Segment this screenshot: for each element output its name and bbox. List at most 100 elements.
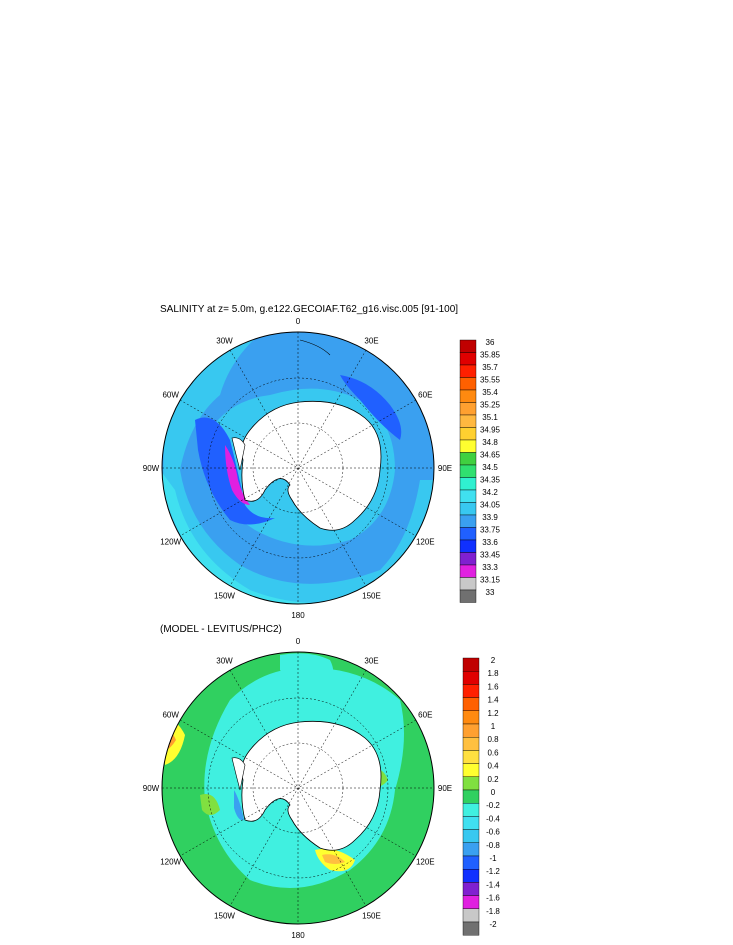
antarctica-landmass (241, 401, 382, 531)
bottom-colorbar-label-8: 0.4 (487, 762, 499, 771)
top-colorbar-swatch-1 (459, 352, 477, 366)
bottom-colorbar-label-0: 2 (491, 656, 496, 665)
bottom-colorbar-label-16: -1.2 (486, 867, 500, 876)
bottom-colorbar-swatch-15 (462, 855, 480, 870)
bottom-colorbar-label-10: 0 (491, 788, 496, 797)
top-colorbar-swatch-12 (459, 489, 477, 503)
bottom-colorbar-label-13: -0.6 (486, 828, 500, 837)
bottom-longitude-labels: 0 30E 60E 90E 120E 150E 180 150W 120W 90W 60W 30W (143, 637, 452, 940)
anomaly-patch-north (280, 653, 334, 690)
top-colorbar-swatch-16 (459, 539, 477, 553)
bottom-colorbar-label-3: 1.4 (487, 696, 499, 705)
top-colorbar-label-14: 33.9 (482, 513, 498, 522)
top-lon-label-1: 30E (364, 337, 378, 346)
top-lon-label-6: 180 (291, 611, 305, 620)
bottom-colorbar-swatch-6 (462, 737, 480, 751)
top-colorbar-swatch-14 (459, 514, 477, 528)
bottom-colorbar-label-12: -0.4 (486, 814, 500, 823)
top-colorbar-swatch-7 (459, 427, 477, 441)
bottom-colorbar-label-14: -0.8 (486, 841, 500, 850)
top-colorbar-swatch-13 (459, 502, 477, 516)
top-colorbar-label-12: 34.2 (482, 488, 498, 497)
antarctica-landmass-2 (241, 721, 382, 851)
bottom-lon-label-9: 90W (143, 784, 160, 793)
bottom-colorbar-swatch-4 (462, 710, 480, 725)
bottom-map-border (161, 651, 435, 925)
bottom-colorbar-swatch-14 (462, 842, 480, 857)
top-graticule (162, 332, 434, 604)
bottom-graticule (162, 652, 434, 924)
bottom-colorbar-label-11: -0.2 (486, 801, 500, 810)
top-colorbar-label-0: 36 (486, 338, 495, 347)
top-colorbar-swatch-11 (459, 477, 477, 491)
top-colorbar-swatch-8 (459, 439, 477, 453)
bottom-colorbar-swatch-9 (462, 776, 480, 791)
bottom-colorbar-swatch-18 (462, 895, 480, 909)
top-colorbar-label-6: 35.1 (482, 413, 498, 422)
top-colorbar-swatch-4 (459, 389, 477, 403)
top-colorbar-swatch-2 (459, 364, 477, 378)
top-colorbar-label-16: 33.6 (482, 538, 498, 547)
bottom-colorbar-label-1: 1.8 (487, 669, 499, 678)
top-colorbar-swatch-19 (459, 577, 477, 591)
top-colorbar-label-7: 34.95 (480, 425, 501, 434)
top-longitude-labels: 0 30E 60E 90E 120E 150E 180 150W 120W 90W 60W 30W (143, 317, 452, 620)
bottom-colorbar-swatch-11 (462, 803, 480, 817)
bottom-lon-label-3: 90E (438, 784, 452, 793)
top-lon-label-7: 150W (214, 591, 235, 600)
top-colorbar-label-10: 34.5 (482, 463, 498, 472)
bottom-lon-label-6: 180 (291, 931, 305, 940)
bottom-colorbar-swatch-5 (462, 723, 480, 738)
bottom-colorbar-label-9: 0.2 (487, 775, 499, 784)
bottom-colorbar-swatch-19 (462, 908, 480, 923)
top-colorbar-label-3: 35.55 (480, 375, 501, 384)
top-lon-label-9: 90W (143, 464, 160, 473)
antarctic-peninsula-2 (231, 757, 246, 791)
top-colorbar-label-4: 35.4 (482, 388, 498, 397)
top-lon-label-0: 0 (296, 317, 301, 326)
top-lon-label-10: 60W (162, 391, 179, 400)
anomaly-patch-peninsula (234, 790, 244, 821)
top-lon-label-11: 30W (216, 337, 233, 346)
top-colorbar-swatch-20 (459, 589, 477, 603)
bottom-colorbar-label-7: 0.6 (487, 748, 499, 757)
top-colorbar-label-11: 34.35 (480, 475, 501, 484)
top-lon-label-3: 90E (438, 464, 452, 473)
top-colorbar-label-20: 33 (486, 588, 495, 597)
bottom-colorbar-label-20: -2 (489, 920, 497, 929)
bottom-colorbar-swatch-20 (462, 921, 480, 936)
top-colorbar-label-15: 33.75 (480, 525, 501, 534)
top-colorbar-swatch-15 (459, 527, 477, 541)
bottom-colorbar-swatch-8 (462, 763, 480, 777)
top-polar-map (161, 331, 435, 605)
bottom-colorbar-label-19: -1.8 (486, 907, 500, 916)
bottom-colorbar-swatch-12 (462, 816, 480, 830)
bottom-lon-label-2: 60E (418, 711, 432, 720)
top-lon-label-4: 120E (416, 538, 435, 547)
bottom-map-title: (MODEL - LEVITUS/PHC2) (160, 624, 282, 635)
top-map-title: SALINITY at z= 5.0m, g.e122.GECOIAF.T62_… (160, 304, 459, 315)
salinity-low-patch-60e (340, 375, 402, 440)
top-colorbar-swatch-3 (459, 377, 477, 391)
bottom-colorbar-label-17: -1.4 (486, 880, 500, 889)
top-colorbar-label-19: 33.15 (480, 575, 501, 584)
bottom-lon-label-1: 30E (364, 657, 378, 666)
bottom-colorbar: 2 1.8 1.6 1.4 1.2 1 0.8 0.6 0.4 0.2 0 -0.2 -0.4 -0.6 -… (462, 656, 500, 936)
bottom-lon-label-0: 0 (296, 637, 301, 646)
top-colorbar-label-9: 34.65 (480, 450, 501, 459)
bottom-colorbar-label-2: 1.6 (487, 682, 499, 691)
top-colorbar-label-17: 33.45 (480, 550, 501, 559)
bottom-lon-label-10: 60W (162, 711, 179, 720)
top-colorbar-label-2: 35.7 (482, 363, 498, 372)
bottom-colorbar-swatch-1 (462, 671, 480, 685)
top-colorbar-swatch-10 (459, 464, 477, 478)
bottom-colorbar-swatch-0 (462, 657, 480, 672)
top-lon-label-5: 150E (362, 591, 381, 600)
bottom-colorbar-swatch-7 (462, 750, 480, 764)
top-colorbar-label-13: 34.05 (480, 500, 501, 509)
top-colorbar-swatch-5 (459, 402, 477, 416)
bottom-lon-label-5: 150E (362, 911, 381, 920)
top-colorbar: 36 35.85 35.7 35.55 35.4 35.25 35.1 34.95 34.8 34… (459, 338, 501, 603)
top-colorbar-swatch-18 (459, 564, 477, 578)
